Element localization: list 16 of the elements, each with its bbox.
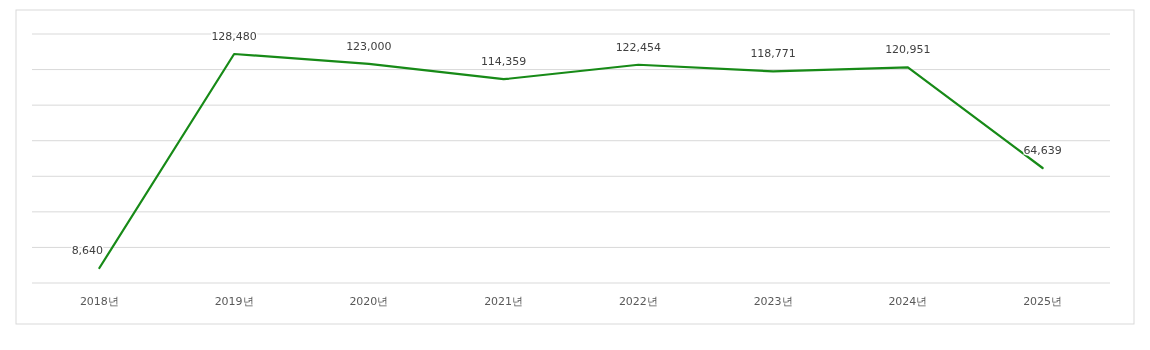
data-label: 114,359 <box>480 55 527 69</box>
x-tick-label: 2024년 <box>888 295 928 308</box>
data-label: 122,454 <box>615 40 662 54</box>
data-label: 8,640 <box>71 244 104 257</box>
data-label: 128,480 <box>211 30 257 43</box>
data-label: 118,771 <box>750 47 796 61</box>
data-label: 120,951 <box>885 43 931 57</box>
x-tick-label: 2023년 <box>753 295 793 308</box>
data-label: 123,000 <box>346 39 392 53</box>
x-tick-label: 2019년 <box>214 295 254 308</box>
x-tick-label: 2022년 <box>618 295 658 308</box>
x-tick-label: 2021년 <box>484 295 524 308</box>
x-tick-label: 2020년 <box>349 295 389 308</box>
x-tick-label: 2025년 <box>1023 295 1063 308</box>
x-tick-label: 2018년 <box>79 295 119 308</box>
data-label: 64,639 <box>1023 144 1062 157</box>
